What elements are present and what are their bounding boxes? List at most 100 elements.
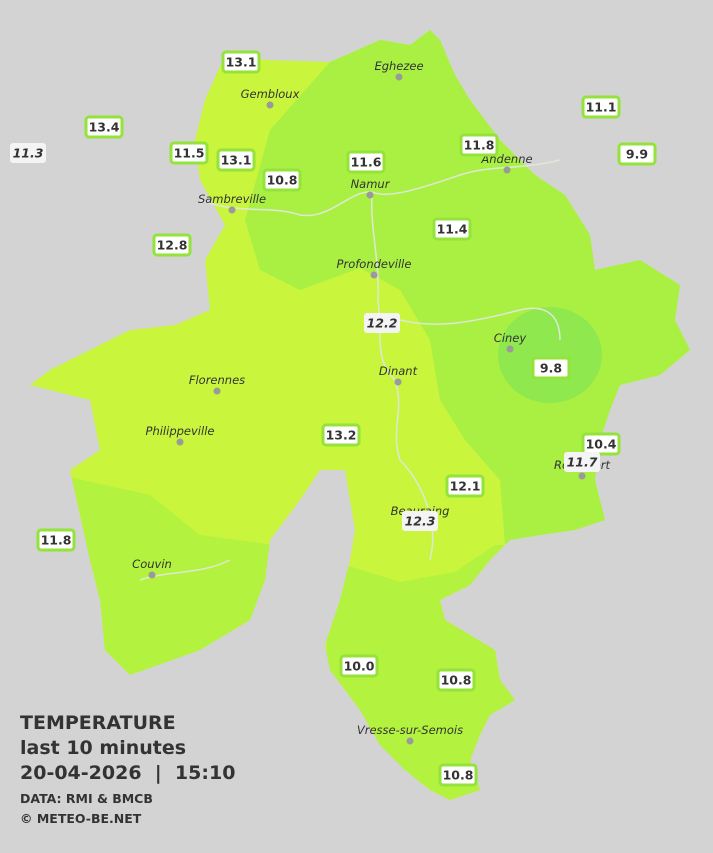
city-dot (228, 206, 236, 214)
station-box (262, 168, 302, 192)
station-value: 11.8 (464, 138, 495, 153)
legend-subtitle: last 10 minutes (20, 737, 187, 759)
rivers (139, 159, 561, 581)
station-value: 12.1 (450, 479, 481, 494)
station-box (36, 528, 76, 552)
station: 11.4 (432, 217, 472, 241)
station-box (10, 143, 46, 163)
city-label: Sambreville (198, 192, 266, 206)
city-dot (394, 378, 402, 386)
legend-datetime: 20-04-2026 | 15:10 (20, 762, 236, 784)
city-dot (395, 73, 403, 81)
station-value: 13.4 (89, 120, 120, 135)
station-box (346, 150, 386, 174)
station-box (321, 423, 361, 447)
station-box (438, 763, 478, 787)
station-value: 12.8 (157, 238, 188, 253)
station-box (445, 474, 485, 498)
city-dot (503, 166, 511, 174)
station-value: 10.4 (586, 437, 617, 452)
station-value: 12.3 (405, 514, 436, 529)
station: 10.4 (581, 432, 621, 456)
city-label: Gembloux (241, 87, 300, 101)
station: 12.8 (152, 233, 192, 257)
city-label: Ciney (494, 331, 527, 345)
station: 11.8 (459, 133, 499, 157)
river (139, 559, 231, 581)
station-value: 9.8 (540, 361, 562, 376)
city-label: Couvin (132, 557, 172, 571)
city-label: Philippeville (146, 424, 215, 438)
city-label: Vresse-sur-Semois (357, 723, 463, 737)
station: 11.5 (169, 141, 209, 165)
station-value: 10.8 (443, 768, 474, 783)
station-box (84, 115, 124, 139)
station-box (216, 148, 256, 172)
station-box (581, 432, 621, 456)
station-value: 11.4 (437, 222, 468, 237)
city-dot (366, 191, 374, 199)
station-box (364, 313, 400, 333)
station-value: 11.7 (567, 455, 598, 470)
station: 10.0 (339, 654, 379, 678)
station: 13.2 (321, 423, 361, 447)
station-box (339, 654, 379, 678)
river (199, 159, 561, 217)
legend-title: TEMPERATURE (20, 712, 176, 734)
zone (320, 545, 520, 800)
station: 12.1 (445, 474, 485, 498)
station-value: 9.9 (626, 147, 648, 162)
river (370, 194, 434, 561)
station: 10.8 (436, 668, 476, 692)
city-dot (266, 101, 274, 109)
zone (498, 307, 602, 403)
city-dot (213, 387, 221, 395)
station: 13.4 (84, 115, 124, 139)
city-label: Florennes (189, 373, 245, 387)
station: 9.8 (531, 356, 571, 380)
station-value: 10.8 (267, 173, 298, 188)
city-dot (176, 438, 184, 446)
station: 9.9 (617, 142, 657, 166)
station-box (617, 142, 657, 166)
station-box (459, 133, 499, 157)
station-box (436, 668, 476, 692)
station-box (169, 141, 209, 165)
station-value: 11.1 (586, 100, 617, 115)
station-value: 13.1 (221, 153, 252, 168)
station-value: 11.5 (174, 146, 205, 161)
station-box (581, 95, 621, 119)
station-box (402, 511, 438, 531)
station: 11.8 (36, 528, 76, 552)
station: 11.3 (10, 143, 46, 163)
station-value: 10.8 (441, 673, 472, 688)
river (399, 307, 561, 341)
station-value: 12.2 (367, 316, 398, 331)
city-label: Dinant (379, 364, 418, 378)
station: 12.3 (402, 511, 438, 531)
city-dot (406, 737, 414, 745)
station: 11.1 (581, 95, 621, 119)
station-value: 13.2 (326, 428, 357, 443)
city-dot (506, 345, 514, 353)
station-value: 13.1 (226, 55, 257, 70)
station-box (432, 217, 472, 241)
station-box (531, 356, 571, 380)
station-value: 10.0 (344, 659, 375, 674)
station-value: 11.8 (41, 533, 72, 548)
station: 10.8 (262, 168, 302, 192)
city-label: Eghezee (374, 59, 423, 73)
station: 11.7 (564, 452, 600, 472)
station: 11.6 (346, 150, 386, 174)
station-box (564, 452, 600, 472)
station: 10.8 (438, 763, 478, 787)
station: 13.1 (216, 148, 256, 172)
station: 13.1 (221, 50, 261, 74)
city-label: Profondeville (337, 257, 412, 271)
city-dot (148, 571, 156, 579)
city-dot (578, 472, 586, 480)
city-dot (370, 271, 378, 279)
station-value: 11.3 (13, 146, 44, 161)
